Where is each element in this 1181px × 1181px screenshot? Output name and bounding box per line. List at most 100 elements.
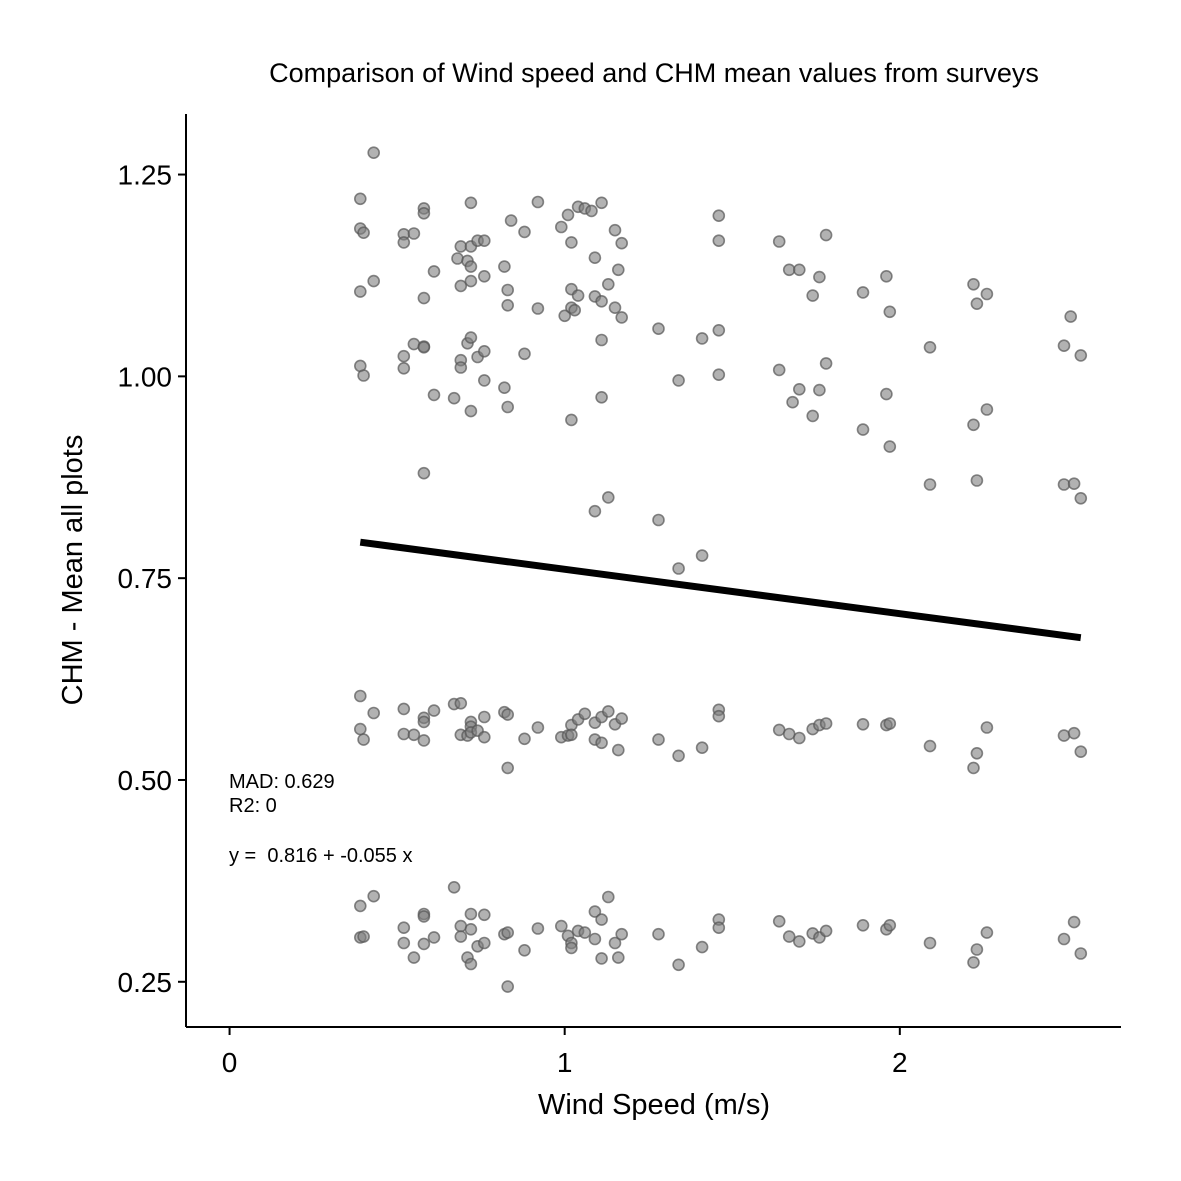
data-point: [477, 344, 491, 358]
data-point: [856, 918, 870, 932]
data-point: [595, 294, 608, 308]
data-point: [397, 236, 411, 249]
data-point: [923, 936, 937, 950]
data-point: [417, 466, 431, 480]
data-point: [1057, 729, 1071, 742]
data-point: [1057, 339, 1071, 353]
data-point: [578, 707, 592, 721]
data-point: [923, 478, 937, 491]
data-point: [1064, 310, 1077, 323]
data-point: [880, 387, 893, 401]
data-point: [595, 736, 608, 750]
data-point: [792, 263, 806, 277]
data-point: [819, 228, 833, 242]
data-point: [397, 921, 411, 935]
data-point: [819, 357, 833, 370]
data-point: [531, 922, 545, 935]
y-tick-label: 0.75: [118, 563, 173, 594]
y-tick-label: 1.00: [118, 361, 173, 392]
regression-line: [359, 538, 1082, 642]
data-point: [1067, 915, 1081, 929]
data-point: [501, 283, 515, 297]
data-point: [652, 733, 665, 746]
data-point: [588, 905, 602, 918]
data-point: [558, 309, 572, 323]
data-point: [813, 383, 826, 397]
data-point: [883, 918, 897, 932]
data-point: [353, 899, 367, 913]
y-tick-label: 0.50: [118, 765, 173, 796]
data-point: [477, 269, 491, 283]
data-point: [712, 323, 726, 337]
data-point: [980, 287, 994, 301]
data-point: [595, 196, 608, 210]
x-tick-label: 1: [557, 1047, 573, 1078]
data-point: [447, 880, 461, 894]
data-point: [1074, 491, 1088, 505]
data-point: [967, 761, 980, 775]
data-point: [923, 739, 937, 753]
data-point: [501, 761, 515, 775]
data-point: [970, 746, 984, 760]
data-point: [1074, 745, 1088, 759]
data-point: [695, 332, 709, 345]
data-point: [672, 374, 685, 387]
data-point: [451, 252, 464, 265]
data-point: [417, 910, 431, 923]
data-point: [565, 236, 578, 249]
data-point: [501, 400, 515, 414]
data-point: [712, 368, 726, 382]
data-point: [464, 907, 478, 921]
data-point: [498, 381, 511, 395]
data-point: [813, 270, 826, 284]
data-point: [980, 403, 994, 416]
data-point: [980, 926, 994, 939]
data-point: [923, 340, 937, 354]
data-point: [477, 234, 491, 247]
data-point: [883, 440, 897, 453]
data-point: [417, 291, 431, 305]
r2-annotation: R2: 0: [229, 795, 277, 817]
mad-annotation: MAD: 0.629: [229, 771, 335, 793]
data-point: [672, 562, 685, 575]
data-point: [397, 702, 411, 716]
data-point: [531, 195, 545, 209]
data-point: [772, 914, 786, 928]
data-point: [595, 390, 608, 404]
data-point: [571, 289, 585, 302]
data-point: [427, 388, 441, 402]
data-point: [712, 709, 726, 723]
data-point: [967, 277, 980, 291]
chart-title: Comparison of Wind speed and CHM mean va…: [269, 58, 1039, 88]
data-point: [1067, 477, 1081, 491]
data-point: [786, 395, 799, 409]
data-point: [464, 957, 478, 971]
data-point: [792, 382, 806, 396]
data-point: [357, 226, 370, 239]
data-point: [357, 733, 370, 746]
data-point: [477, 730, 491, 744]
data-point: [695, 741, 709, 755]
data-point: [397, 349, 411, 363]
data-point: [568, 303, 582, 317]
data-point: [501, 980, 515, 993]
data-point: [477, 908, 491, 922]
data-point: [856, 423, 870, 436]
data-point: [608, 223, 622, 237]
data-point: [615, 311, 629, 324]
data-point: [856, 717, 870, 731]
data-point: [652, 513, 665, 527]
data-point: [477, 936, 491, 950]
data-point: [601, 890, 615, 904]
data-point: [561, 208, 575, 222]
data-point: [608, 936, 622, 950]
data-point: [1057, 932, 1071, 946]
x-tick-label: 0: [222, 1047, 238, 1078]
data-point: [611, 743, 625, 757]
data-point: [367, 274, 381, 288]
data-point: [712, 921, 726, 935]
data-point: [819, 717, 833, 730]
equation-annotation: y = 0.816 + -0.055 x: [229, 845, 412, 867]
